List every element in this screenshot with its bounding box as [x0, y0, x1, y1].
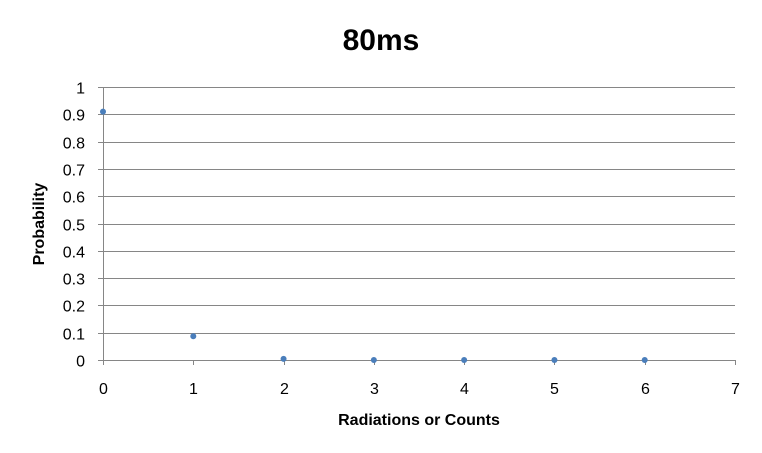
y-tick-label: 0	[76, 354, 85, 371]
data-points	[100, 108, 648, 363]
y-tick-label: 0.1	[63, 327, 85, 344]
x-tick-label: 7	[731, 381, 740, 398]
x-tick-label: 5	[550, 381, 559, 398]
x-tick-label: 6	[641, 381, 650, 398]
x-tick-label: 1	[189, 381, 198, 398]
x-tick-labels: 0 1 2 3 4 5 6 7	[99, 381, 740, 398]
x-axis-title: Radiations or Counts	[338, 412, 500, 429]
y-axis-title: Probability	[31, 183, 48, 266]
axes	[98, 87, 736, 365]
data-point	[551, 357, 558, 363]
y-tick-label: 0.7	[63, 163, 85, 180]
y-tick-labels: 0 0.1 0.2 0.3 0.4 0.5 0.6 0.7 0.8 0.9 1	[63, 81, 85, 371]
y-tick-label: 0.3	[63, 272, 85, 289]
data-point	[370, 356, 377, 363]
gridlines	[103, 87, 735, 334]
data-point	[641, 357, 648, 363]
x-tick-label: 2	[280, 381, 289, 398]
y-tick-label: 0.5	[63, 218, 85, 235]
y-tick-label: 0.4	[63, 245, 85, 262]
data-point	[280, 355, 287, 362]
y-tick-label: 0.6	[63, 190, 85, 207]
chart-title: 80ms	[343, 24, 420, 57]
x-tick-label: 3	[370, 381, 379, 398]
y-tick-label: 0.9	[63, 108, 85, 125]
y-tick-label: 1	[76, 81, 85, 98]
data-point	[190, 333, 197, 340]
data-point	[461, 357, 468, 363]
x-tick-label: 4	[460, 381, 469, 398]
y-tick-label: 0.8	[63, 136, 85, 153]
data-point	[100, 108, 106, 115]
x-tick-label: 0	[99, 381, 108, 398]
y-tick-label: 0.2	[63, 299, 85, 316]
